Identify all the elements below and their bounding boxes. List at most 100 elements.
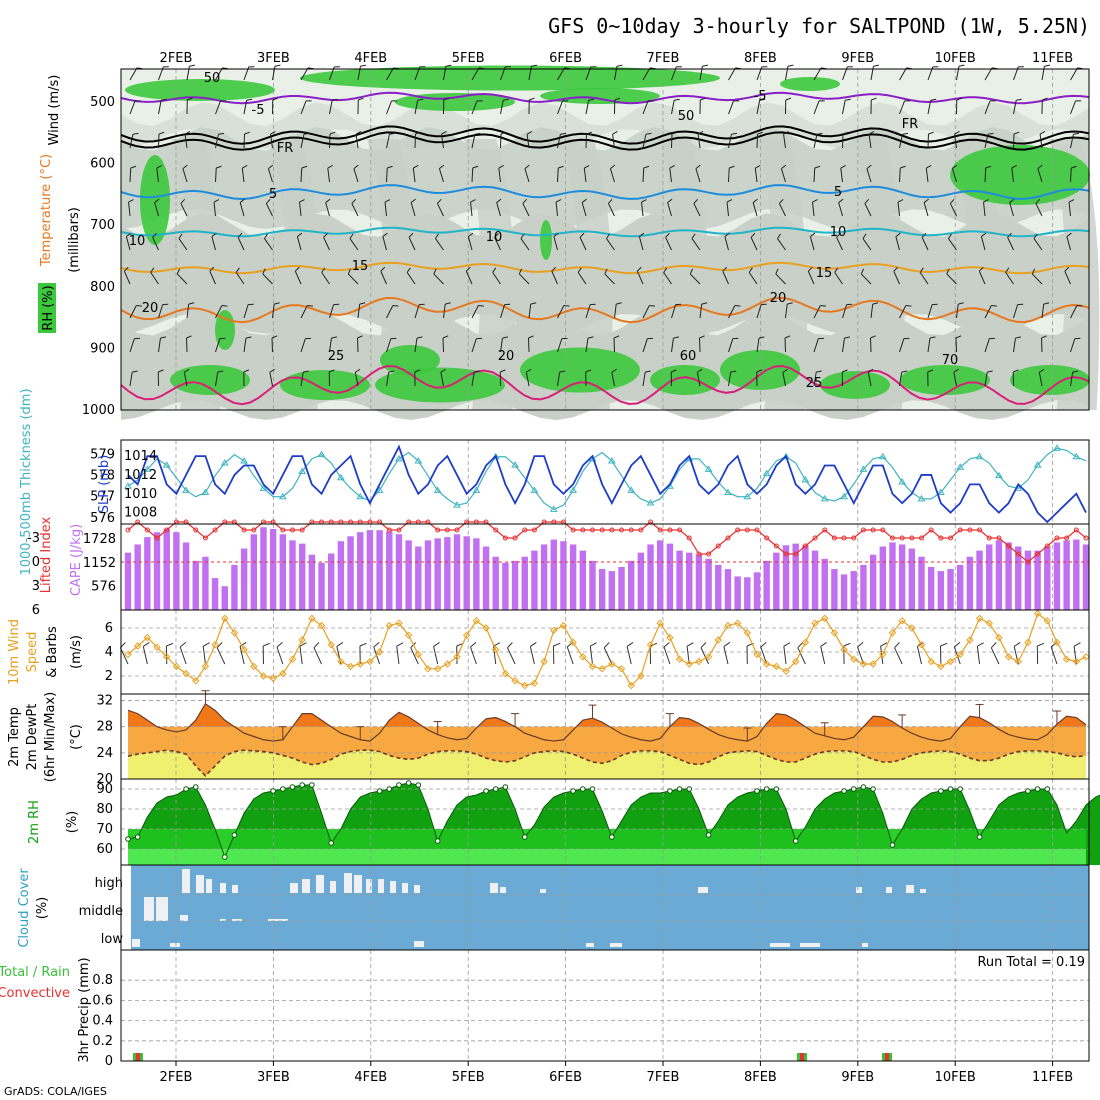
wind-barb <box>294 271 302 285</box>
wind-barb <box>842 100 846 115</box>
wind-barb <box>183 372 188 387</box>
cape-bar <box>482 546 490 610</box>
wind-barb-flag <box>436 198 442 204</box>
wind-barb <box>178 238 188 251</box>
wind-barb <box>380 271 387 285</box>
wind-barb-flag <box>977 642 984 647</box>
ylabel-wind-units: (m/s) <box>69 635 84 669</box>
contour-label: 15 <box>816 266 833 281</box>
cape-bar <box>511 560 519 610</box>
rh-point <box>1044 786 1051 792</box>
rh-tick-label: 80 <box>96 802 113 817</box>
wind-barb-flag <box>262 268 266 275</box>
wind-barb <box>410 202 416 217</box>
wind-speed-point <box>337 657 345 666</box>
rh-moist-column <box>659 138 710 410</box>
lifted-index-point <box>860 527 866 533</box>
wind-barb <box>1070 338 1076 353</box>
wind-barb-flag <box>507 642 513 649</box>
wind-barb-flag <box>840 165 846 169</box>
wind-barb <box>689 273 701 285</box>
wind-speed-point <box>685 660 693 668</box>
wind-barb-flag <box>757 131 763 135</box>
rh-moist-column <box>561 138 613 410</box>
wind-barb <box>754 168 758 183</box>
wind-barb <box>300 100 307 115</box>
wind-barb <box>152 237 159 251</box>
contour-label: 25 <box>806 376 823 391</box>
cloud-high-bar <box>920 889 926 893</box>
wind-barb-flag <box>560 132 567 135</box>
wind-barb-flag <box>221 305 228 307</box>
wind-barb <box>215 67 223 81</box>
wind-barb <box>696 372 701 387</box>
wind-barb-flag <box>686 642 694 647</box>
date-label-top: 10FEB <box>935 51 976 66</box>
wind-barb-flag <box>868 130 875 135</box>
wind-speed-line <box>127 612 1087 687</box>
wind-barb <box>953 646 961 665</box>
lifted-index-point <box>967 527 973 533</box>
wind-speed-point <box>327 641 335 649</box>
thickness-point <box>801 475 810 483</box>
wind-speed-point <box>840 645 848 654</box>
wind-barb <box>272 304 275 319</box>
cape-bar <box>869 554 877 610</box>
rh-point <box>280 786 286 792</box>
lifted-index-point <box>957 527 963 533</box>
cape-bar <box>1082 544 1090 610</box>
cape-bar <box>337 541 345 610</box>
wind-barb <box>857 646 864 665</box>
temp-contour-20 <box>120 296 1090 324</box>
wind-barb-flag <box>866 164 872 170</box>
wind-barb-flag <box>691 233 696 239</box>
cape-bar <box>676 550 683 610</box>
lifted-index-point <box>609 527 615 533</box>
wind-barb <box>441 134 444 149</box>
wind-barb <box>953 372 957 387</box>
wind-barb <box>300 338 306 353</box>
wind-barb-flag <box>392 305 399 307</box>
wind-speed-point <box>259 672 268 680</box>
wind-barb-flag <box>128 199 134 203</box>
cape-bar <box>531 550 538 610</box>
wind-barb <box>557 338 563 353</box>
date-label-bottom: 5FEB <box>452 1070 485 1085</box>
thickness-point <box>743 492 752 500</box>
wind-barb-flag <box>870 335 876 339</box>
rh-green-patch <box>1010 365 1090 395</box>
wind-barb-flag <box>136 305 142 307</box>
cape-bar <box>618 567 625 610</box>
wind-speed-point <box>366 657 374 666</box>
lifted-index-point <box>435 527 441 533</box>
lifted-index-point <box>783 551 789 557</box>
wind-barb-flag <box>880 642 888 647</box>
rh-point <box>589 786 596 792</box>
rh-point <box>763 786 770 792</box>
wind-speed-point <box>753 650 761 659</box>
cape-bar <box>144 537 151 610</box>
date-label-bottom: 7FEB <box>647 1070 680 1085</box>
wind-barb-flag <box>1016 98 1022 101</box>
thickness-point <box>859 465 868 472</box>
wind-barb <box>724 236 729 251</box>
wind-barb <box>609 168 615 183</box>
wind-barb <box>129 134 134 149</box>
wind-speed-point <box>791 657 800 666</box>
wind-barb <box>693 203 701 217</box>
cape-bar <box>811 550 819 610</box>
wind-barb <box>179 646 187 665</box>
wind-barb-flag <box>382 232 388 237</box>
temp-tick-label: 28 <box>96 720 113 735</box>
wind-barb-flag <box>433 268 437 275</box>
date-label-top: 6FEB <box>549 51 582 66</box>
lifted-index-point <box>1083 535 1089 541</box>
wind-barb <box>158 338 161 353</box>
wind-barb-flag <box>349 233 354 239</box>
wind-barb <box>154 202 159 217</box>
wind-barb-flag <box>355 130 362 135</box>
cloud-high-bar <box>196 875 204 893</box>
wind-barb <box>129 338 135 353</box>
ylabel-speed: Speed <box>25 632 40 673</box>
wind-barb-flag <box>150 267 155 273</box>
